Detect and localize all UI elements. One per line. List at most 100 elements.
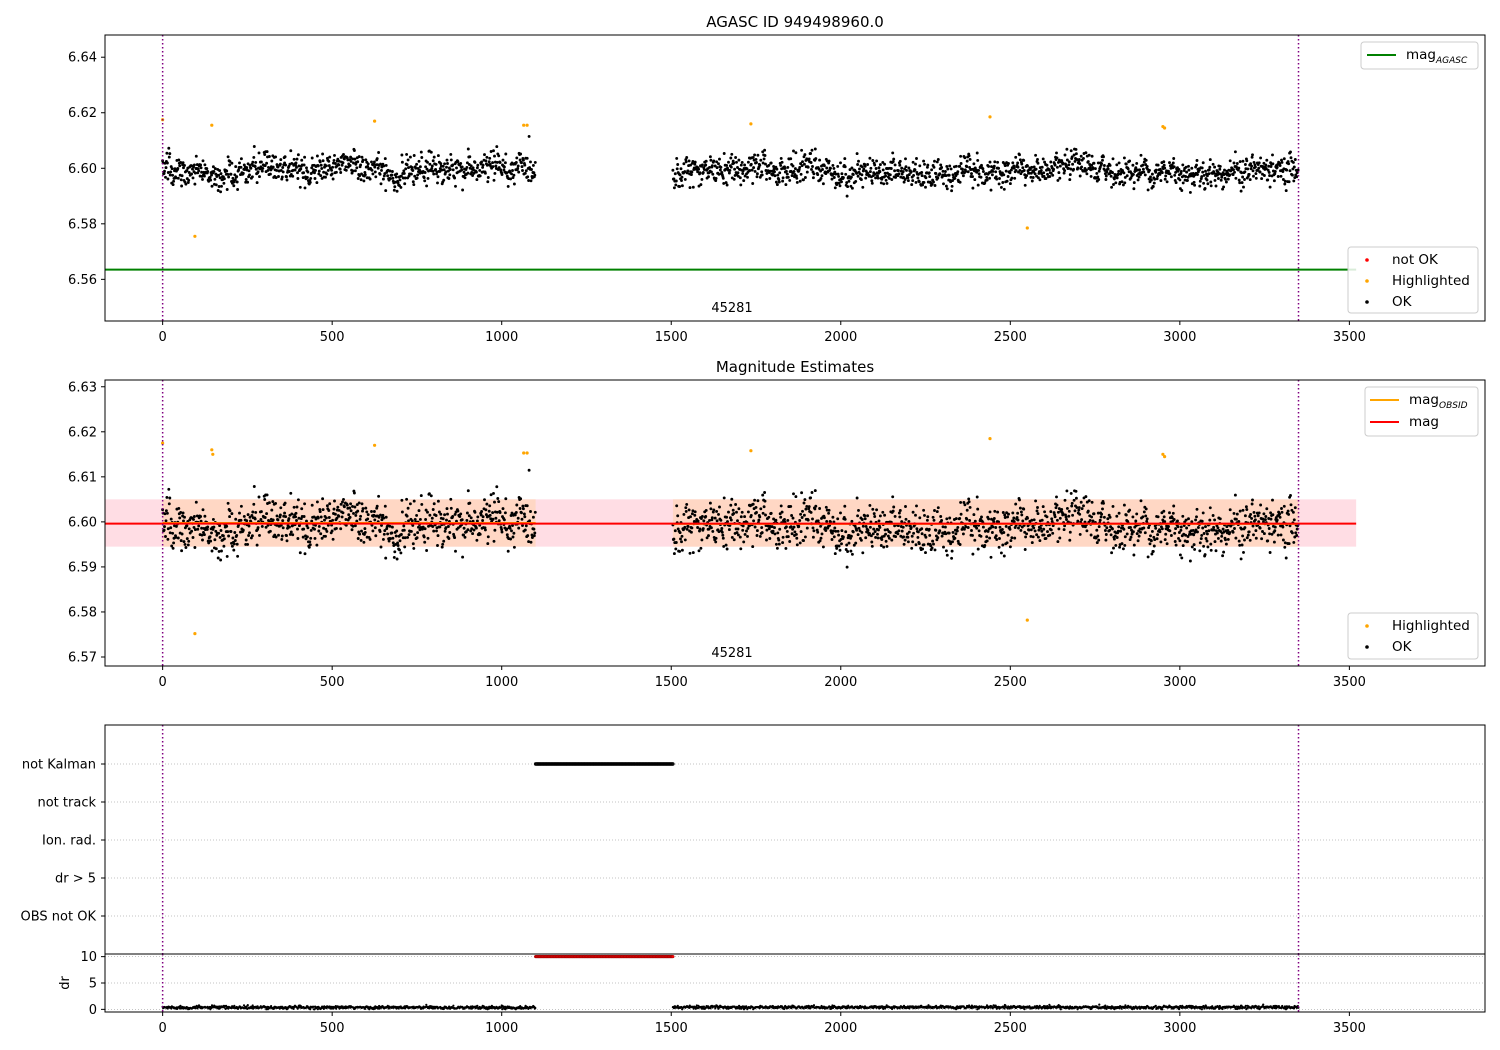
panel-magnitude-ok-point [1117,511,1121,515]
panel-agasc-ok-point [372,160,376,164]
panel-agasc-ok-point [857,159,860,163]
panel-magnitude-ok-point [453,536,457,540]
panel-magnitude-ok-point [271,500,275,504]
panel-agasc-ok-point [860,173,864,177]
panel-magnitude-ok-point [182,519,185,523]
panel-agasc-ok-point [260,169,264,173]
panel-magnitude-ok-point [1042,527,1046,531]
panel-magnitude-ok-point [339,527,343,531]
panel-magnitude-ok-point [732,512,736,515]
panel-magnitude-ok-point [786,535,790,539]
panel-magnitude-ok-point [192,525,196,529]
panel-magnitude-ok-point [701,527,705,531]
panel-agasc-ok-point [1197,168,1201,172]
panel-agasc-ok-point [713,164,717,168]
panel-magnitude-ok-point [1100,512,1104,516]
panel-magnitude-ok-point [1256,514,1260,518]
panel-agasc-ok-point [858,167,861,171]
panel-agasc-ok-point [317,169,321,173]
panel-agasc-ok-point [1092,161,1096,165]
panel-agasc-ok-point [898,163,902,167]
panel-magnitude-ok-point [746,526,750,530]
panel-magnitude-ok-point [509,537,513,541]
panel-magnitude-ok-point [956,525,960,529]
panel-magnitude-ok-point [725,547,729,551]
panel-agasc-ok-point [1252,160,1256,164]
panel-magnitude-ok-point [285,539,289,543]
panel-magnitude-ok-point [1199,537,1203,541]
panel-magnitude-ok-point [252,502,256,506]
panel-agasc-ok-point [498,161,502,164]
panel-magnitude-ok-point [380,518,384,522]
panel-magnitude-ok-point [1136,539,1140,543]
panel-magnitude-ok-point [840,542,843,546]
panel-magnitude-ok-point [938,529,942,533]
panel-magnitude-ok-point [1178,553,1182,557]
panel-magnitude-ok-point [458,515,462,518]
panel-agasc-ok-point [1047,168,1051,172]
panel-agasc-ok-point [451,168,455,172]
panel-magnitude-ok-point [857,526,861,530]
panel-agasc-ok-point [266,168,270,172]
panel-magnitude-ok-point [1249,512,1253,516]
panel-magnitude-ok-point [235,542,239,546]
panel-magnitude-ok-point [894,535,898,539]
panel-agasc-ok-point [1258,170,1262,174]
panel-magnitude-ok-point [1035,509,1039,513]
panel-agasc-ok-point [840,180,843,184]
panel-magnitude-ok-point [1029,534,1033,538]
panel-magnitude-ok-point [1233,527,1236,530]
panel-agasc-ok-point [1283,182,1287,186]
panel-magnitude-ok-point [795,536,799,540]
panel-magnitude-ok-point [1070,501,1074,505]
panel-agasc-ok-point [422,176,426,180]
panel-agasc-ok-point [381,177,385,181]
panel-magnitude-ok-point [959,500,963,504]
panel-magnitude-ok-point [431,525,435,528]
panel-agasc-ok-point [321,159,325,163]
panel-magnitude-ok-point [689,515,692,519]
panel-agasc-ok-point [518,158,522,162]
panel-magnitude-ok-point [1149,539,1153,543]
panel-magnitude-ytick-label: 6.59 [68,560,97,575]
panel-agasc-ok-point [1138,168,1142,172]
panel-agasc-ok-point [1282,157,1286,161]
panel-magnitude-ok-point [850,519,854,523]
panel-magnitude-ok-point [986,529,990,533]
panel-agasc-ok-point [1295,175,1299,179]
panel-dr-point [313,1008,316,1011]
panel-magnitude-ok-point [419,494,423,498]
panel-agasc-ok-point [810,148,814,152]
panel-agasc-ok-point [1065,158,1069,162]
panel-magnitude-xtick-label: 3000 [1163,675,1196,690]
panel-magnitude-ok-point [732,538,736,542]
panel-magnitude-ok-point [192,515,196,518]
panel-agasc-ok-point [383,157,387,161]
panel-magnitude-ok-point [791,516,795,520]
panel-magnitude-ok-point [483,528,487,532]
panel-magnitude-ok-point [727,528,731,532]
panel-agasc-ok-point [339,171,343,174]
panel-magnitude-ok-point [523,515,527,519]
panel-agasc-ok-point [1007,162,1010,165]
panel-agasc-ok-point [784,183,788,187]
panel-agasc-ok-point [197,169,201,173]
panel-magnitude-ok-point [263,498,267,501]
panel-agasc-ok-point [1013,176,1017,180]
panel-magnitude-ok-point [708,501,712,505]
panel-magnitude-ok-point [1095,541,1099,545]
panel-agasc-ok-point [400,153,404,157]
panel-agasc-ok-point [366,162,370,166]
panel-magnitude-ok-point [1143,531,1147,535]
panel-agasc-ok-point [1152,181,1156,185]
panel-magnitude-ok-point [185,524,189,528]
panel-magnitude-ok-point [1206,545,1210,549]
panel-agasc-ok-point [244,178,248,181]
panel-magnitude-ok-point [705,536,709,540]
panel-agasc-ok-point [1162,163,1166,167]
panel-magnitude-ok-point [1012,516,1016,520]
panel-magnitude-ok-point [316,516,320,520]
panel-magnitude-ok-point [680,534,684,538]
panel-agasc-ok-point [958,164,962,168]
panel-agasc-ok-point [389,177,392,181]
